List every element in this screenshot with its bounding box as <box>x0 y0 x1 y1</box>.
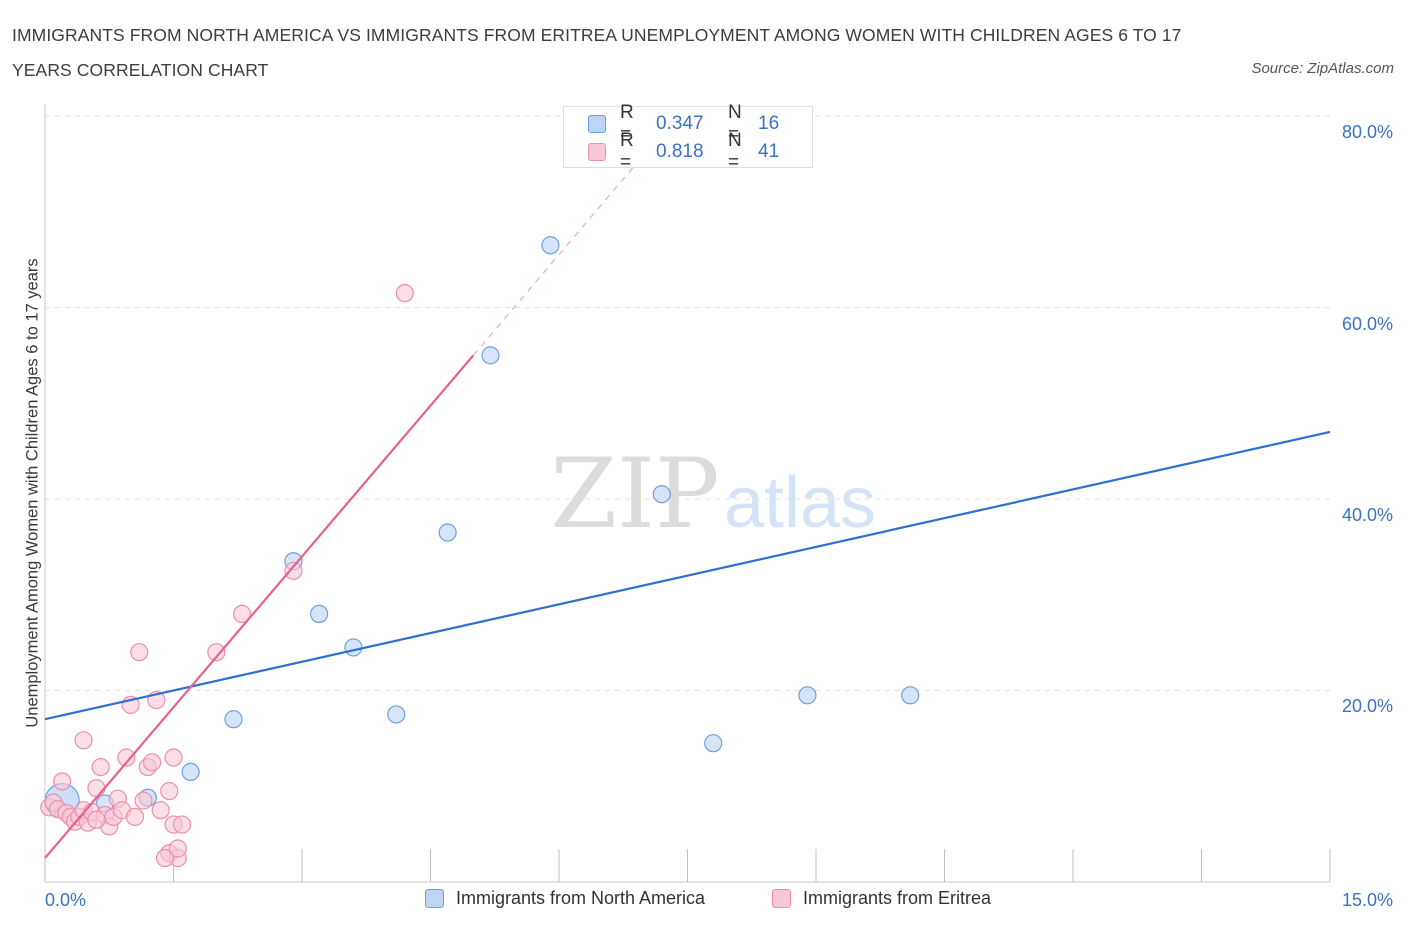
point-series-1 <box>125 807 145 826</box>
r-value-north-america: 0.347 <box>656 113 704 134</box>
point-series-0 <box>704 734 723 753</box>
point-series-1 <box>160 781 179 801</box>
point-series-1 <box>53 772 72 791</box>
legend-label-eritrea: Immigrants from Eritrea <box>803 888 992 908</box>
point-series-0 <box>438 523 457 542</box>
point-series-0 <box>652 485 671 504</box>
legend-swatch-eritrea <box>588 143 606 161</box>
stats-row-north-america: R = 0.347 N = 16 <box>588 102 780 145</box>
legend-swatch-north-america <box>588 115 606 133</box>
point-series-0 <box>901 686 920 705</box>
y-tick-label-40: 40.0% <box>1341 505 1393 525</box>
point-series-1 <box>134 791 153 810</box>
series-legend: Immigrants from North America Immigrants… <box>0 888 1406 916</box>
point-series-0 <box>224 710 243 729</box>
n-value-north-america: 16 <box>758 113 780 134</box>
grid-lines <box>45 115 1330 691</box>
trend-line-series-0 <box>44 430 1331 721</box>
point-series-1 <box>232 604 252 624</box>
watermark-atlas: atlas <box>724 463 876 543</box>
point-series-1 <box>117 748 136 767</box>
point-series-0 <box>387 705 406 724</box>
point-series-1 <box>74 731 93 750</box>
n-label: N = <box>728 102 742 145</box>
legend-label-north-america: Immigrants from North America <box>456 888 706 908</box>
stats-legend: R = 0.347 N = 16 R = 0.818 N = 41 <box>563 102 813 173</box>
trend-lines <box>44 163 1331 859</box>
source-label: Source: ZipAtlas.com <box>1251 60 1394 77</box>
n-label: N = <box>728 130 742 173</box>
point-series-0 <box>181 762 200 781</box>
point-series-1 <box>172 815 192 834</box>
y-tick-label-20: 20.0% <box>1341 696 1393 716</box>
point-series-0 <box>344 638 363 657</box>
point-series-1 <box>168 839 187 858</box>
r-value-eritrea: 0.818 <box>656 141 704 162</box>
point-series-0 <box>798 686 817 705</box>
legend-item-eritrea[interactable]: Immigrants from Eritrea <box>772 888 991 909</box>
x-tick-label-max: 15.0% <box>1341 890 1393 910</box>
legend-swatch-eritrea <box>772 889 791 908</box>
trend-line-series-1 <box>44 354 475 859</box>
point-series-1 <box>130 643 149 662</box>
point-series-1 <box>395 284 414 303</box>
legend-item-north-america[interactable]: Immigrants from North America <box>425 888 705 909</box>
r-label: R = <box>620 102 634 145</box>
point-series-1 <box>284 561 303 580</box>
r-label: R = <box>620 130 634 173</box>
n-value-eritrea: 41 <box>758 141 780 162</box>
chart-title: IMMIGRANTS FROM NORTH AMERICA VS IMMIGRA… <box>12 25 1182 80</box>
y-tick-label-80: 80.0% <box>1341 122 1393 142</box>
trend-extension-series-1 <box>472 163 637 356</box>
point-series-1 <box>87 779 106 798</box>
stats-row-eritrea: R = 0.818 N = 41 <box>588 130 780 173</box>
point-series-1 <box>207 643 226 662</box>
watermark-zip: ZIP <box>550 438 719 550</box>
point-series-1 <box>164 748 183 767</box>
point-series-0 <box>541 236 560 255</box>
point-series-0 <box>481 346 500 365</box>
axes <box>44 104 1331 883</box>
watermark: ZIP atlas <box>550 438 876 550</box>
x-tick-label-min: 0.0% <box>45 890 87 910</box>
legend-swatch-north-america <box>425 889 444 908</box>
data-points <box>40 236 920 868</box>
point-series-1 <box>87 810 106 829</box>
point-series-1 <box>142 753 162 772</box>
point-series-0 <box>310 604 329 624</box>
y-tick-label-60: 60.0% <box>1341 314 1393 334</box>
point-series-1 <box>151 801 170 820</box>
point-series-1 <box>91 757 110 777</box>
point-series-1 <box>155 848 175 868</box>
